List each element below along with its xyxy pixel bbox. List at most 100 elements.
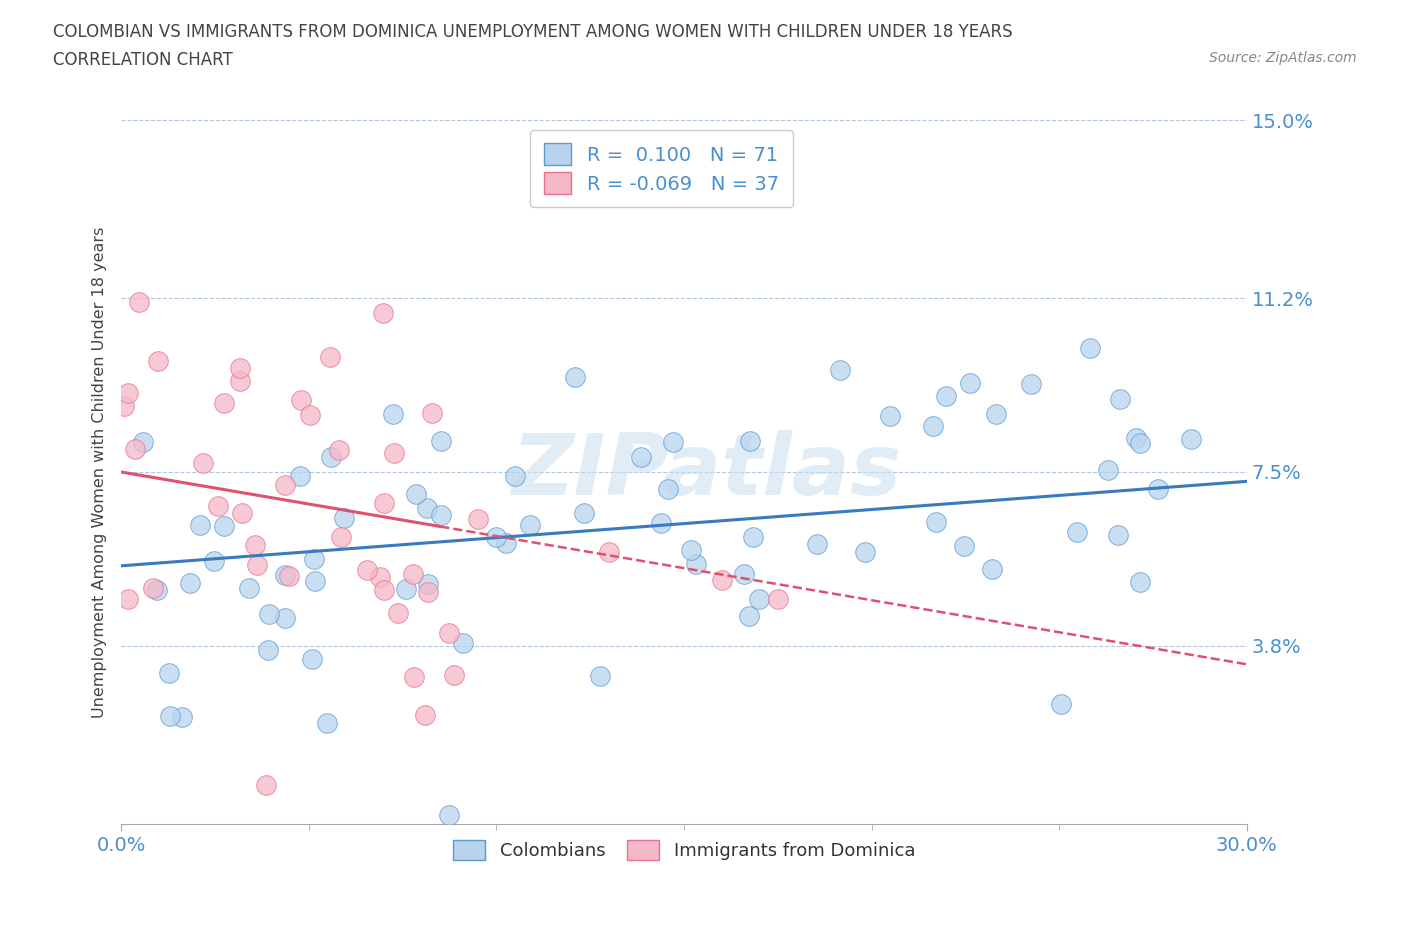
Point [172, 710, 194, 724]
Point [564, 370, 586, 385]
Point [382, 406, 405, 421]
Point [1097, 462, 1119, 477]
Point [935, 389, 957, 404]
Point [467, 512, 489, 526]
Point [382, 445, 405, 460]
Point [828, 363, 851, 378]
Point [598, 544, 620, 559]
Point [692, 183, 714, 198]
Point [319, 449, 342, 464]
Point [439, 626, 461, 641]
Point [879, 408, 901, 423]
Point [416, 500, 439, 515]
Point [373, 306, 395, 321]
Point [231, 506, 253, 521]
Point [368, 569, 391, 584]
Point [1078, 340, 1101, 355]
Point [416, 585, 439, 600]
Point [238, 580, 260, 595]
Point [1066, 525, 1088, 539]
Point [290, 468, 312, 483]
Point [117, 386, 139, 401]
Text: COLOMBIAN VS IMMIGRANTS FROM DOMINICA UNEMPLOYMENT AMONG WOMEN WITH CHILDREN UND: COLOMBIAN VS IMMIGRANTS FROM DOMINICA UN… [53, 23, 1014, 41]
Point [1147, 482, 1170, 497]
Point [1019, 377, 1042, 392]
Point [752, 162, 775, 177]
Point [274, 567, 297, 582]
Point [146, 582, 169, 597]
Point [373, 496, 395, 511]
Point [402, 670, 425, 684]
Point [806, 537, 828, 551]
Point [921, 418, 943, 433]
Point [301, 651, 323, 666]
Point [1129, 435, 1152, 450]
Point [328, 443, 350, 458]
Point [229, 374, 252, 389]
Text: ZIPatlas: ZIPatlas [512, 431, 901, 513]
Point [430, 508, 453, 523]
Point [748, 591, 770, 606]
Point [1125, 431, 1147, 445]
Point [274, 610, 297, 625]
Point [304, 574, 326, 589]
Point [212, 395, 235, 410]
Text: Source: ZipAtlas.com: Source: ZipAtlas.com [1209, 51, 1357, 65]
Point [256, 643, 278, 658]
Point [741, 529, 763, 544]
Point [254, 777, 277, 792]
Point [980, 561, 1002, 576]
Point [395, 581, 418, 596]
Point [132, 435, 155, 450]
Point [710, 573, 733, 588]
Point [1180, 432, 1202, 446]
Point [413, 708, 436, 723]
Point [650, 516, 672, 531]
Point [924, 514, 946, 529]
Point [733, 566, 755, 581]
Point [329, 530, 352, 545]
Point [356, 563, 378, 578]
Point [117, 591, 139, 606]
Point [245, 538, 267, 552]
Point [503, 469, 526, 484]
Point [157, 666, 180, 681]
Point [1109, 392, 1132, 406]
Point [430, 434, 453, 449]
Point [572, 506, 595, 521]
Legend: Colombians, Immigrants from Dominica: Colombians, Immigrants from Dominica [446, 833, 922, 868]
Point [420, 405, 443, 420]
Point [124, 442, 146, 457]
Point [519, 517, 541, 532]
Point [246, 558, 269, 573]
Point [387, 605, 409, 620]
Point [202, 553, 225, 568]
Point [298, 408, 321, 423]
Point [495, 536, 517, 551]
Point [685, 556, 707, 571]
Point [437, 808, 460, 823]
Point [630, 450, 652, 465]
Point [766, 591, 789, 606]
Point [128, 295, 150, 310]
Point [401, 566, 423, 581]
Point [657, 482, 679, 497]
Point [681, 542, 703, 557]
Point [146, 353, 169, 368]
Point [953, 538, 976, 553]
Point [740, 433, 762, 448]
Point [418, 577, 440, 591]
Text: CORRELATION CHART: CORRELATION CHART [53, 51, 233, 69]
Y-axis label: Unemployment Among Women with Children Under 18 years: Unemployment Among Women with Children U… [93, 226, 107, 718]
Point [112, 398, 135, 413]
Point [959, 375, 981, 390]
Point [302, 551, 325, 566]
Point [228, 360, 250, 375]
Point [290, 392, 312, 407]
Point [373, 583, 395, 598]
Point [451, 635, 474, 650]
Point [853, 545, 876, 560]
Point [316, 716, 339, 731]
Point [738, 608, 761, 623]
Point [1050, 697, 1073, 711]
